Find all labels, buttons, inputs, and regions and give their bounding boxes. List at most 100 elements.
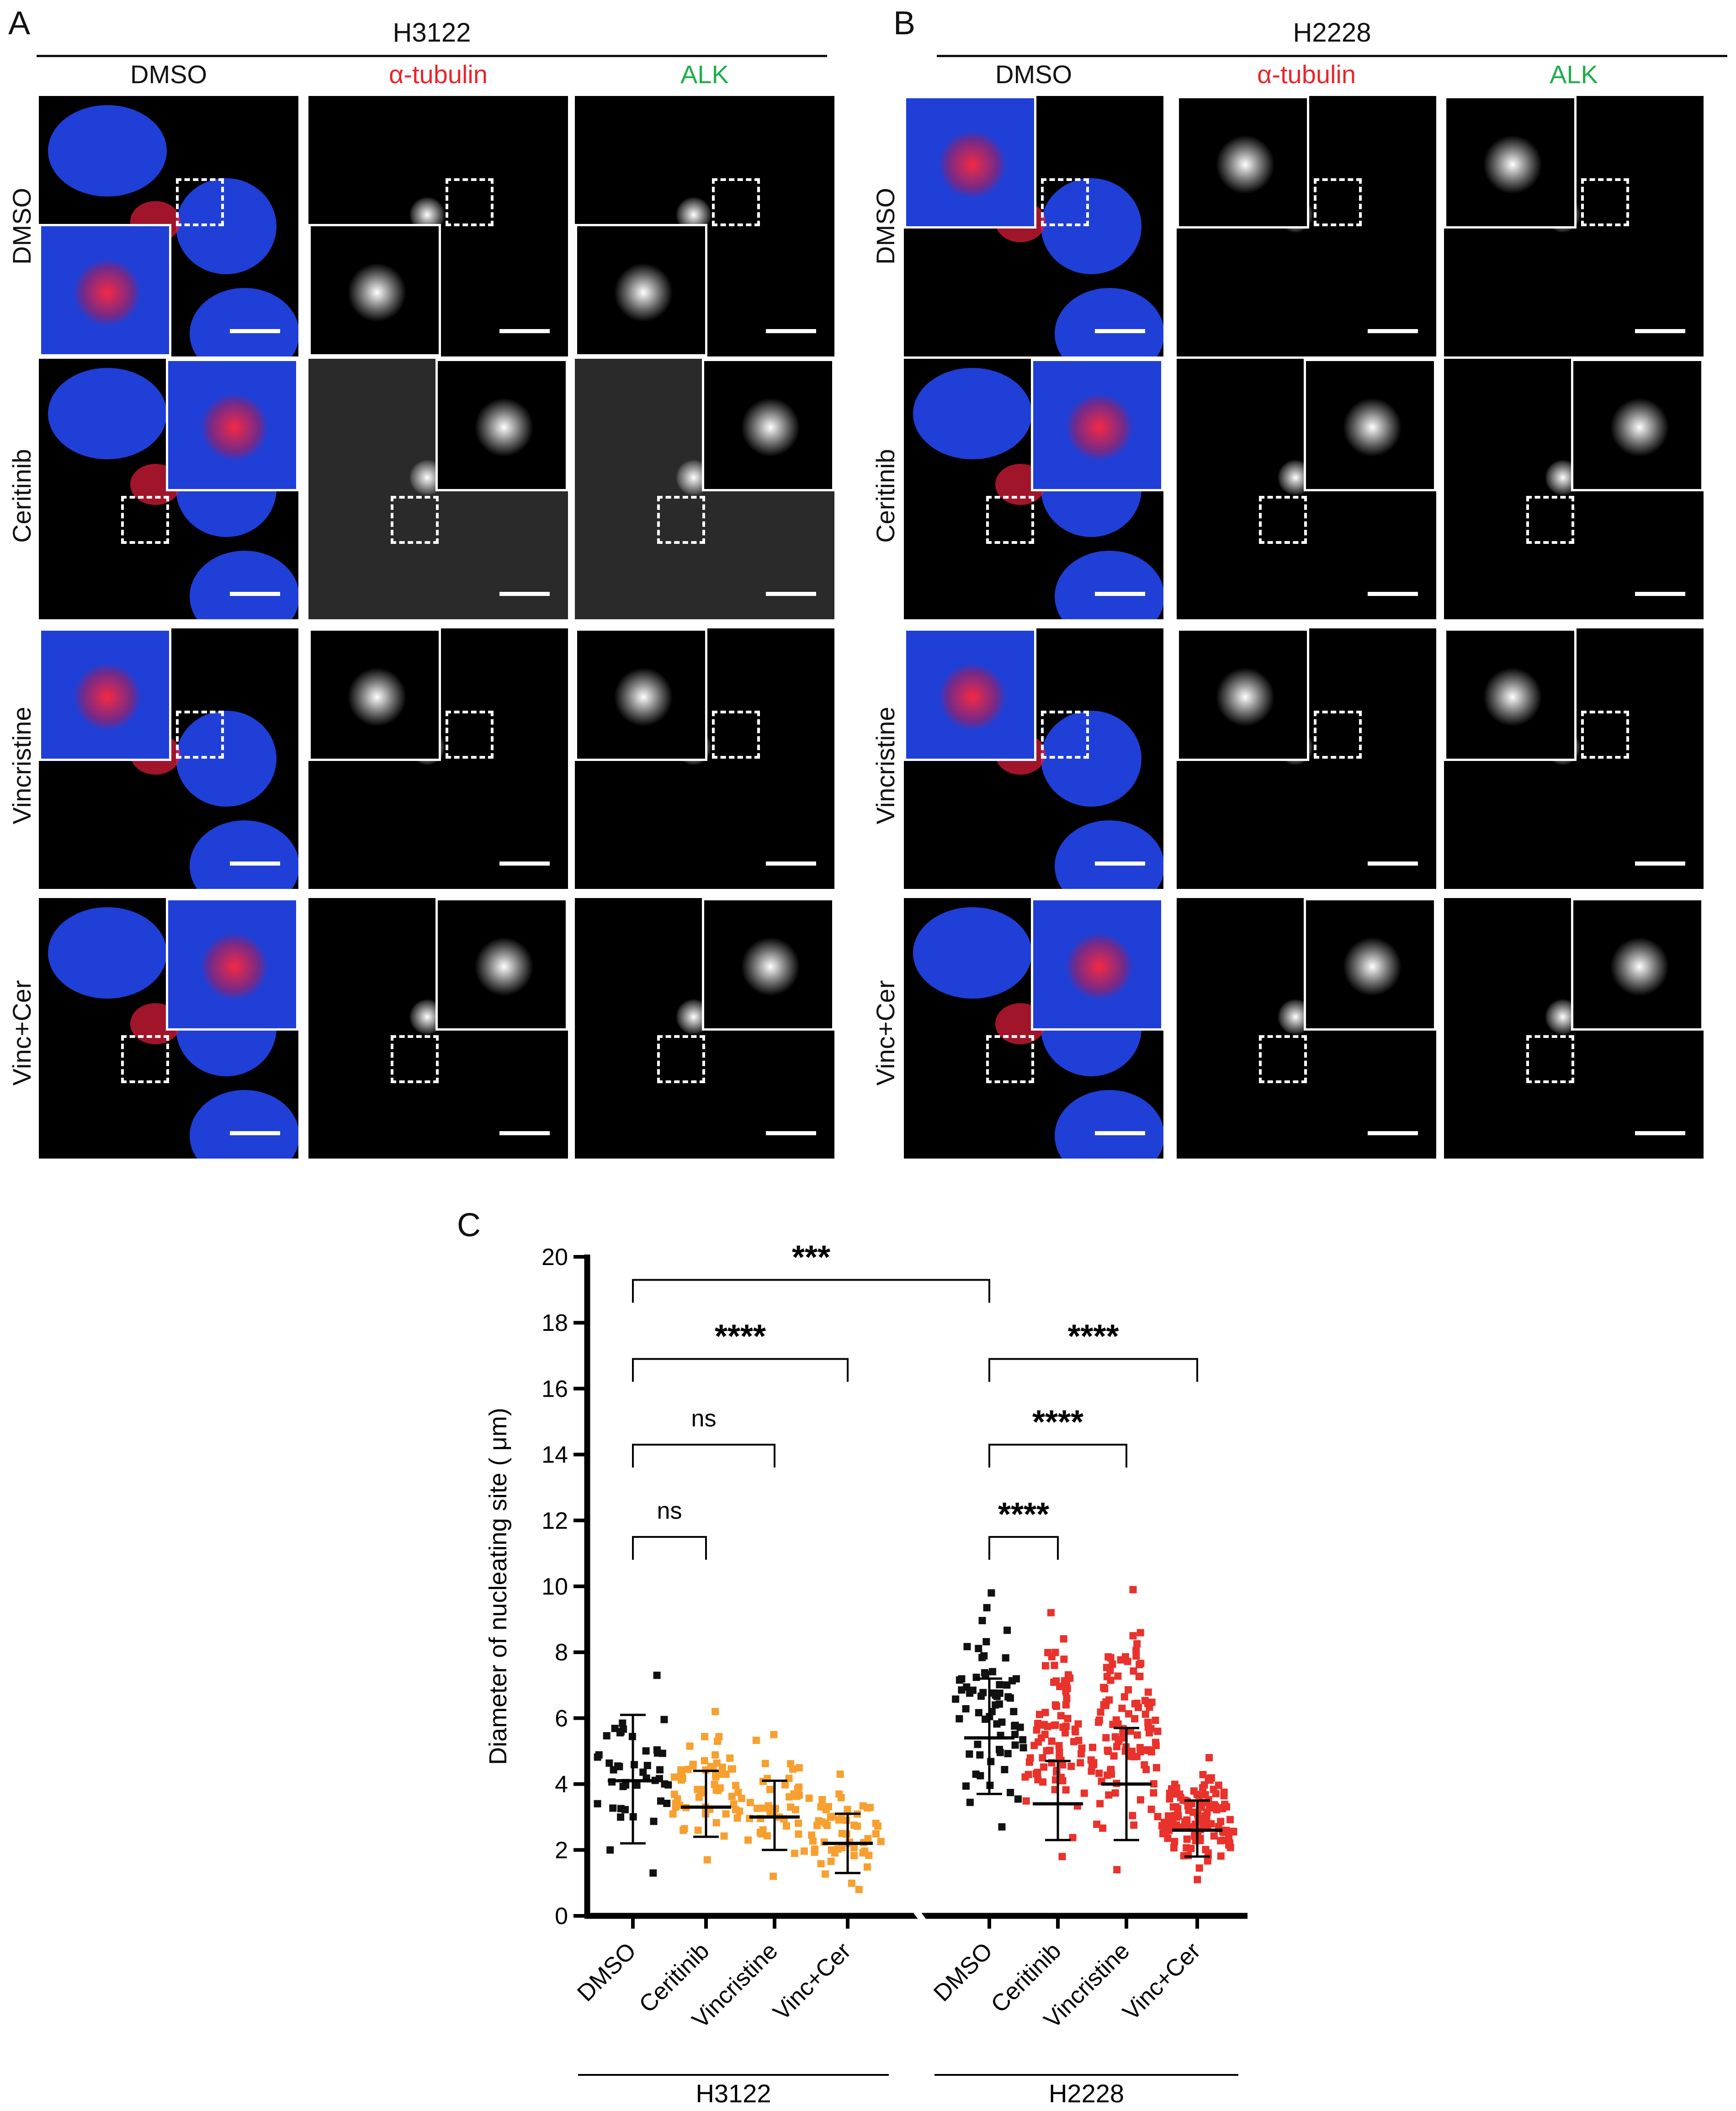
panel-b-col-dmso: DMSO bbox=[995, 60, 1072, 89]
data-point bbox=[744, 1836, 752, 1844]
micrograph-b-2-0 bbox=[1444, 96, 1704, 356]
micrograph-b-0-0 bbox=[904, 96, 1163, 356]
data-point bbox=[1088, 1767, 1095, 1775]
data-point bbox=[669, 1810, 677, 1818]
data-point bbox=[1187, 1845, 1195, 1852]
inset-signal bbox=[1216, 135, 1275, 194]
data-point bbox=[861, 1847, 869, 1855]
micrograph-a-0-1 bbox=[39, 359, 298, 619]
nucleus-shape bbox=[190, 551, 298, 619]
data-point bbox=[1144, 1688, 1152, 1696]
data-point bbox=[766, 1786, 774, 1793]
data-point bbox=[1059, 1761, 1067, 1769]
data-point bbox=[1101, 1685, 1109, 1692]
data-point bbox=[850, 1844, 858, 1852]
data-point bbox=[962, 1782, 970, 1790]
data-point bbox=[605, 1759, 613, 1767]
data-point bbox=[966, 1798, 974, 1806]
data-point bbox=[732, 1781, 740, 1789]
inset-signal bbox=[73, 258, 142, 327]
comparison-bracket bbox=[988, 1358, 1198, 1382]
data-point bbox=[621, 1806, 629, 1813]
nucleus-shape bbox=[1055, 288, 1163, 356]
data-point bbox=[1077, 1759, 1084, 1767]
data-point bbox=[1035, 1711, 1043, 1718]
zoom-inset bbox=[435, 898, 568, 1031]
data-point bbox=[1067, 1762, 1075, 1770]
roi-box bbox=[1526, 1035, 1574, 1083]
roi-box bbox=[1041, 178, 1089, 226]
inset-signal bbox=[1610, 398, 1669, 457]
data-point bbox=[1060, 1655, 1068, 1663]
data-point bbox=[1164, 1812, 1172, 1820]
axis-break bbox=[913, 1909, 926, 1923]
data-point bbox=[838, 1844, 846, 1851]
micrograph-a-0-0 bbox=[39, 96, 298, 356]
comparison-bracket bbox=[988, 1443, 1127, 1468]
data-point bbox=[1152, 1764, 1160, 1771]
data-point bbox=[729, 1765, 737, 1773]
nucleus-shape bbox=[48, 105, 167, 197]
data-point bbox=[1210, 1801, 1218, 1808]
data-point bbox=[701, 1757, 708, 1765]
micrograph-b-1-2 bbox=[1177, 628, 1436, 889]
data-point bbox=[1160, 1819, 1168, 1826]
inset-signal bbox=[474, 398, 534, 457]
scale-bar bbox=[499, 861, 550, 866]
data-point bbox=[1080, 1789, 1088, 1797]
roi-box bbox=[986, 496, 1034, 544]
micrograph-a-2-2 bbox=[575, 628, 834, 889]
data-point bbox=[963, 1643, 971, 1650]
data-point bbox=[738, 1795, 745, 1803]
data-point bbox=[1104, 1748, 1112, 1755]
scale-bar bbox=[1635, 592, 1685, 596]
micrograph-b-1-0 bbox=[1177, 96, 1436, 356]
micrograph-b-0-1 bbox=[904, 359, 1163, 619]
zoom-inset bbox=[904, 628, 1036, 761]
inset-signal bbox=[741, 937, 800, 996]
data-point bbox=[1039, 1754, 1046, 1762]
panel-b-col-alk: ALK bbox=[1550, 60, 1598, 89]
data-point bbox=[1062, 1688, 1070, 1696]
data-point bbox=[1183, 1835, 1191, 1843]
inset-signal bbox=[938, 663, 1007, 731]
nucleus-shape bbox=[48, 368, 167, 459]
data-point bbox=[848, 1879, 855, 1887]
significance-label: ns bbox=[657, 1498, 682, 1524]
panel-b-letter: B bbox=[893, 5, 916, 42]
micrograph-b-0-2 bbox=[904, 628, 1163, 889]
data-point bbox=[1105, 1696, 1113, 1704]
data-point bbox=[978, 1616, 986, 1624]
data-point bbox=[1060, 1635, 1067, 1643]
data-point bbox=[1062, 1729, 1069, 1737]
data-point bbox=[1120, 1693, 1128, 1701]
scale-bar bbox=[1635, 861, 1685, 866]
data-point bbox=[1096, 1800, 1104, 1808]
data-point bbox=[1206, 1776, 1214, 1784]
data-point bbox=[686, 1742, 694, 1750]
scale-bar bbox=[499, 329, 550, 333]
data-point bbox=[1147, 1805, 1155, 1813]
data-point bbox=[795, 1830, 802, 1838]
data-point bbox=[684, 1765, 692, 1773]
data-point bbox=[993, 1720, 1001, 1728]
data-point bbox=[818, 1796, 826, 1803]
data-point bbox=[1089, 1744, 1097, 1751]
data-point bbox=[1215, 1823, 1222, 1830]
zoom-inset bbox=[308, 224, 441, 356]
data-point bbox=[1128, 1747, 1136, 1755]
data-point bbox=[1226, 1844, 1234, 1851]
scale-bar bbox=[1095, 329, 1145, 333]
data-point bbox=[1125, 1710, 1132, 1718]
data-point bbox=[680, 1825, 688, 1833]
data-point bbox=[718, 1763, 726, 1771]
data-point bbox=[633, 1781, 641, 1789]
data-point bbox=[874, 1822, 881, 1830]
data-point bbox=[1129, 1812, 1136, 1819]
data-point bbox=[616, 1763, 623, 1771]
scale-bar bbox=[766, 329, 816, 333]
zoom-inset bbox=[1031, 359, 1163, 491]
significance-label: **** bbox=[1032, 1404, 1083, 1441]
data-point bbox=[995, 1745, 1003, 1753]
